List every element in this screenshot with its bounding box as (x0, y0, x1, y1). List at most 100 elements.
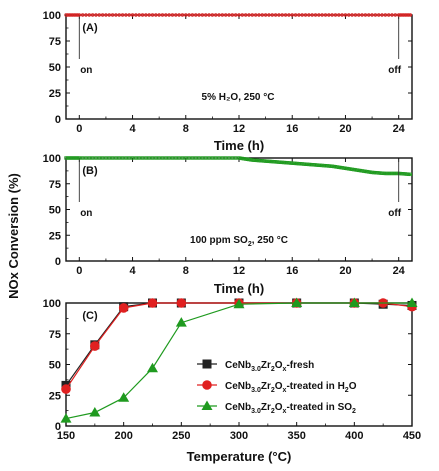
x-tick-label: 4 (129, 123, 136, 135)
data-point (347, 13, 351, 17)
data-point (253, 13, 258, 17)
data-point (94, 156, 98, 160)
data-point (291, 297, 303, 307)
legend-marker (202, 359, 212, 369)
series-1 (61, 298, 417, 390)
data-point (200, 156, 205, 160)
data-point (408, 172, 413, 177)
data-point (160, 156, 165, 160)
data-point (233, 298, 245, 309)
data-point (187, 156, 191, 160)
data-point (167, 156, 171, 160)
x-axis-title: Time (h) (214, 138, 264, 153)
data-point (154, 13, 158, 17)
data-point (107, 156, 111, 160)
data-point (220, 156, 225, 160)
y-tick-label: 25 (49, 390, 61, 402)
data-point (247, 13, 251, 17)
data-point (333, 13, 338, 17)
x-tick-label: 300 (230, 430, 248, 442)
x-tick-label: 8 (183, 265, 189, 277)
data-point (124, 13, 128, 17)
data-point (233, 13, 238, 17)
data-point (200, 13, 205, 17)
data-point (223, 13, 228, 17)
x-tick-label: 4 (129, 265, 136, 277)
series-line (65, 302, 413, 390)
data-point (363, 13, 368, 17)
data-point (170, 156, 175, 160)
y-tick-label: 25 (49, 230, 61, 242)
x-tick-label: 12 (233, 265, 245, 277)
legend-label: CeNb3.0Zr2Ox-treated in H2O (225, 381, 357, 394)
y-tick-label: 0 (55, 256, 61, 268)
panel-1: 0 25 50 75 100 0 4 8 12 16 20 24 Time (h) (A) on off 5% … (43, 10, 413, 153)
data-point (150, 156, 155, 160)
data-point (87, 156, 91, 160)
data-point (277, 13, 281, 17)
data-point (84, 156, 88, 160)
data-point (160, 13, 165, 17)
legend-label: CeNb3.0Zr2Ox-treated in SO2 (225, 402, 356, 415)
data-point (267, 13, 271, 17)
data-point (130, 13, 135, 17)
x-tick-label: 0 (76, 265, 82, 277)
x-tick-label: 20 (339, 123, 351, 135)
x-axis-title: Temperature (°C) (187, 449, 292, 464)
data-point (214, 13, 218, 17)
legend-marker (202, 380, 212, 390)
data-point (127, 13, 131, 17)
panels: 0 25 50 75 100 0 4 8 12 16 20 24 Time (h) (A) on off 5% … (43, 10, 422, 464)
data-point (77, 13, 82, 17)
plot-frame (65, 14, 413, 120)
legend-label: CeNb3.0Zr2Ox-fresh (225, 360, 314, 373)
data-point (408, 13, 413, 17)
data-point (380, 13, 384, 17)
data-point (94, 13, 98, 17)
x-tick-label: 450 (403, 430, 421, 442)
axes: 0 25 50 75 100 0 4 8 12 16 20 24 (43, 10, 413, 135)
y-tick-label: 50 (49, 205, 61, 217)
panel-3: 0 25 50 75 100 150 200 250 300 350 400 450 Temperatu… (43, 297, 421, 464)
data-point (194, 156, 198, 160)
data-point (340, 13, 344, 17)
data-point (167, 13, 171, 17)
data-point (118, 303, 129, 313)
data-point (67, 13, 72, 17)
data-point (280, 13, 284, 17)
data-point (406, 13, 411, 17)
data-point (403, 13, 408, 17)
y-axis-title: NOx Conversion (%) (6, 173, 21, 299)
condition-label: 100 ppm SO2, 250 °C (190, 235, 288, 248)
data-point (65, 13, 70, 17)
data-point (260, 13, 264, 17)
data-point (100, 13, 105, 17)
data-point (214, 156, 218, 160)
y-tick-label: 50 (49, 360, 61, 372)
x-tick-label: 24 (393, 265, 406, 277)
x-axis-title: Time (h) (214, 281, 264, 296)
panel-tag: (A) (82, 22, 98, 34)
data-point (194, 13, 198, 17)
data-point (84, 13, 88, 17)
y-tick-label: 75 (49, 329, 61, 341)
data-point (197, 13, 201, 17)
x-tick-label: 20 (339, 265, 351, 277)
condition-label: 5% H₂O, 250 °C (202, 92, 275, 103)
data-point (97, 156, 101, 160)
data-point (144, 156, 148, 160)
data-point (217, 156, 221, 160)
y-tick-label: 100 (43, 153, 61, 165)
panel-tag: (C) (82, 310, 98, 322)
data-point (127, 156, 131, 160)
data-point (343, 13, 348, 17)
data-point (405, 13, 409, 17)
data-point (80, 13, 85, 17)
data-point (176, 298, 187, 308)
data-point (74, 13, 78, 17)
data-point (303, 13, 308, 17)
data-point (207, 156, 211, 160)
data-point (90, 13, 95, 17)
data-point (90, 341, 100, 351)
data-point (134, 156, 138, 160)
